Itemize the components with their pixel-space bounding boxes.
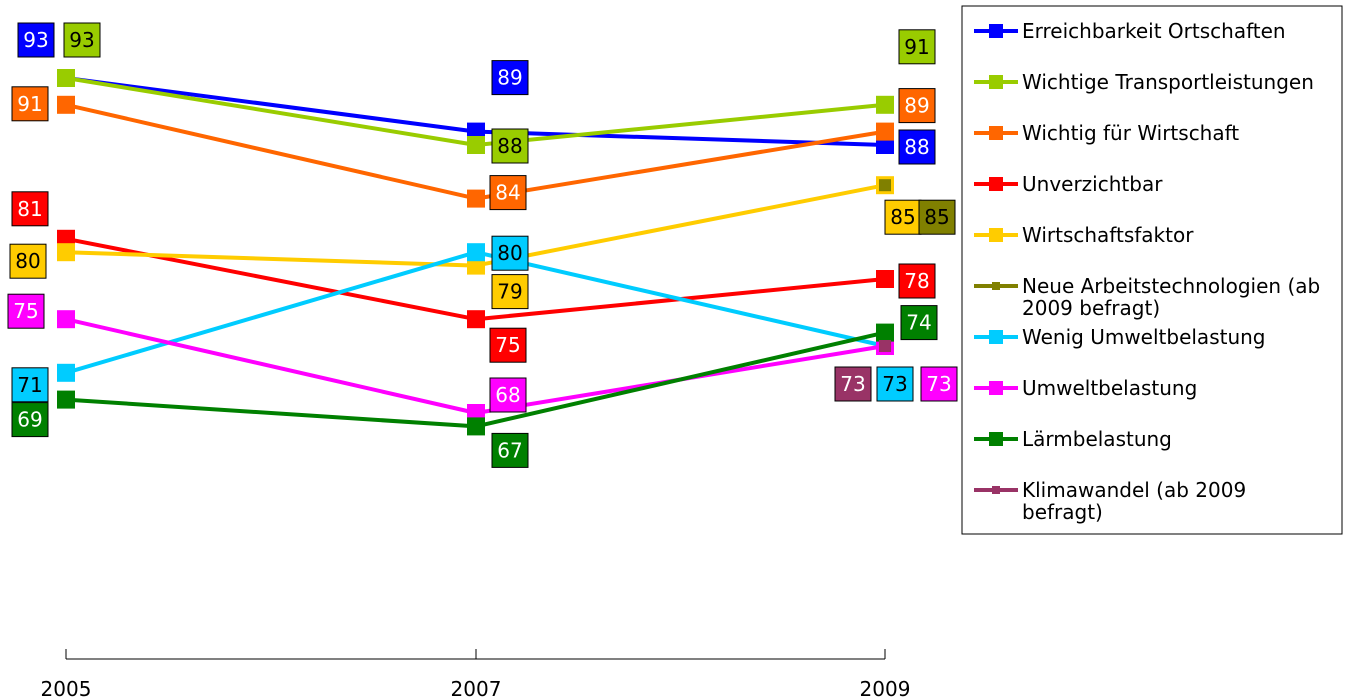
data-label-box (63, 22, 101, 58)
data-label-box (898, 29, 936, 65)
legend-swatch-marker (989, 381, 1003, 395)
x-tick-label: 2009 (860, 677, 911, 698)
legend-swatch-marker (992, 282, 1000, 290)
data-label-box (489, 175, 527, 211)
legend-swatch-marker (989, 177, 1003, 191)
data-label: 79 (497, 280, 522, 304)
data-label-box (876, 366, 914, 402)
data-point (467, 189, 485, 208)
data-label: 88 (904, 135, 929, 159)
x-tick-label: 2005 (41, 677, 92, 698)
legend-label: Wenig Umweltbelastung (1022, 325, 1266, 349)
data-point (57, 390, 75, 409)
data-label-box (11, 402, 49, 438)
data-label: 91 (17, 92, 42, 116)
data-label-box (491, 432, 529, 468)
legend-label: Umweltbelastung (1022, 376, 1197, 400)
data-label: 69 (17, 408, 42, 432)
data-label-box (489, 327, 527, 363)
data-point (57, 310, 75, 329)
x-axis: 2005 2007 2009 (41, 649, 911, 698)
data-label-box (11, 367, 49, 403)
data-label: 85 (924, 205, 949, 229)
data-label: 73 (926, 372, 951, 396)
data-label-box (898, 263, 936, 299)
data-label: 88 (497, 134, 522, 158)
data-label-box (898, 88, 936, 124)
data-label-box (918, 199, 956, 235)
data-point (879, 179, 891, 192)
data-label-box (920, 366, 958, 402)
data-label: 93 (69, 28, 94, 52)
legend-swatch-marker (989, 126, 1003, 140)
data-label: 73 (840, 372, 865, 396)
data-point (467, 243, 485, 262)
data-point (876, 122, 894, 141)
data-label: 78 (904, 269, 929, 293)
data-label-box (834, 366, 872, 402)
data-point (57, 95, 75, 114)
data-point (467, 136, 485, 154)
data-label: 74 (906, 311, 931, 335)
legend-swatch-marker (989, 432, 1003, 446)
legend-swatch-marker (992, 486, 1000, 494)
legend-label: Wirtschaftsfaktor (1022, 223, 1194, 247)
data-label-box (9, 243, 47, 279)
data-label-box (489, 377, 527, 413)
data-label: 84 (495, 181, 520, 205)
data-label: 85 (890, 205, 915, 229)
legend-label: Lärmbelastung (1022, 427, 1172, 451)
data-labels: 93 89 88 93 88 91 91 84 89 81 75 78 80 79 85 85 71 80 73 75… (7, 22, 958, 468)
legend-swatch-marker (989, 24, 1003, 38)
legend-label: Unverzichtbar (1022, 172, 1163, 196)
data-label: 89 (904, 94, 929, 118)
data-point (57, 243, 75, 262)
legend-label: Wichtige Transportleistungen (1022, 70, 1314, 94)
x-tick-label: 2007 (451, 677, 502, 698)
data-label: 93 (23, 28, 48, 52)
legend: Erreichbarkeit Ortschaften Wichtige Trans… (961, 5, 1343, 535)
data-label: 71 (17, 373, 42, 397)
data-label: 75 (495, 333, 520, 357)
data-label-box (11, 191, 49, 227)
data-label-box (17, 22, 55, 58)
data-point (879, 340, 891, 352)
legend-swatch-marker (989, 330, 1003, 344)
data-label-box (898, 129, 936, 165)
legend-box (961, 5, 1343, 535)
data-point (467, 310, 485, 329)
data-label: 81 (17, 197, 42, 221)
data-label: 89 (497, 66, 522, 90)
legend-label: Klimawandel (ab 2009 befragt) (1022, 478, 1246, 524)
data-point (876, 95, 894, 114)
series-line (65, 317, 886, 415)
legend-label: Erreichbarkeit Ortschaften (1022, 19, 1286, 43)
series-markers (57, 69, 894, 436)
data-label: 67 (497, 438, 522, 462)
legend-label: Neue Arbeitstechnologien (ab 2009 befragt… (1022, 274, 1320, 320)
data-label-box (11, 86, 49, 122)
data-point (876, 270, 894, 288)
legend-swatch-marker (989, 75, 1003, 89)
data-label: 73 (882, 372, 907, 396)
data-point (876, 323, 894, 342)
data-label-box (491, 128, 529, 164)
data-label: 75 (13, 299, 38, 323)
data-label-box (491, 274, 529, 310)
legend-label: Wichtig für Wirtschaft (1022, 121, 1239, 145)
legend-swatch-marker (989, 228, 1003, 242)
data-label-box (900, 305, 938, 341)
data-label-box (7, 293, 45, 329)
data-label: 80 (497, 241, 522, 265)
data-point (57, 363, 75, 382)
data-label-box (491, 60, 529, 96)
data-label-box (491, 235, 529, 271)
data-label: 91 (904, 35, 929, 59)
data-point (57, 69, 75, 87)
data-label: 80 (15, 249, 40, 273)
data-point (467, 417, 485, 436)
data-label: 68 (495, 383, 520, 407)
